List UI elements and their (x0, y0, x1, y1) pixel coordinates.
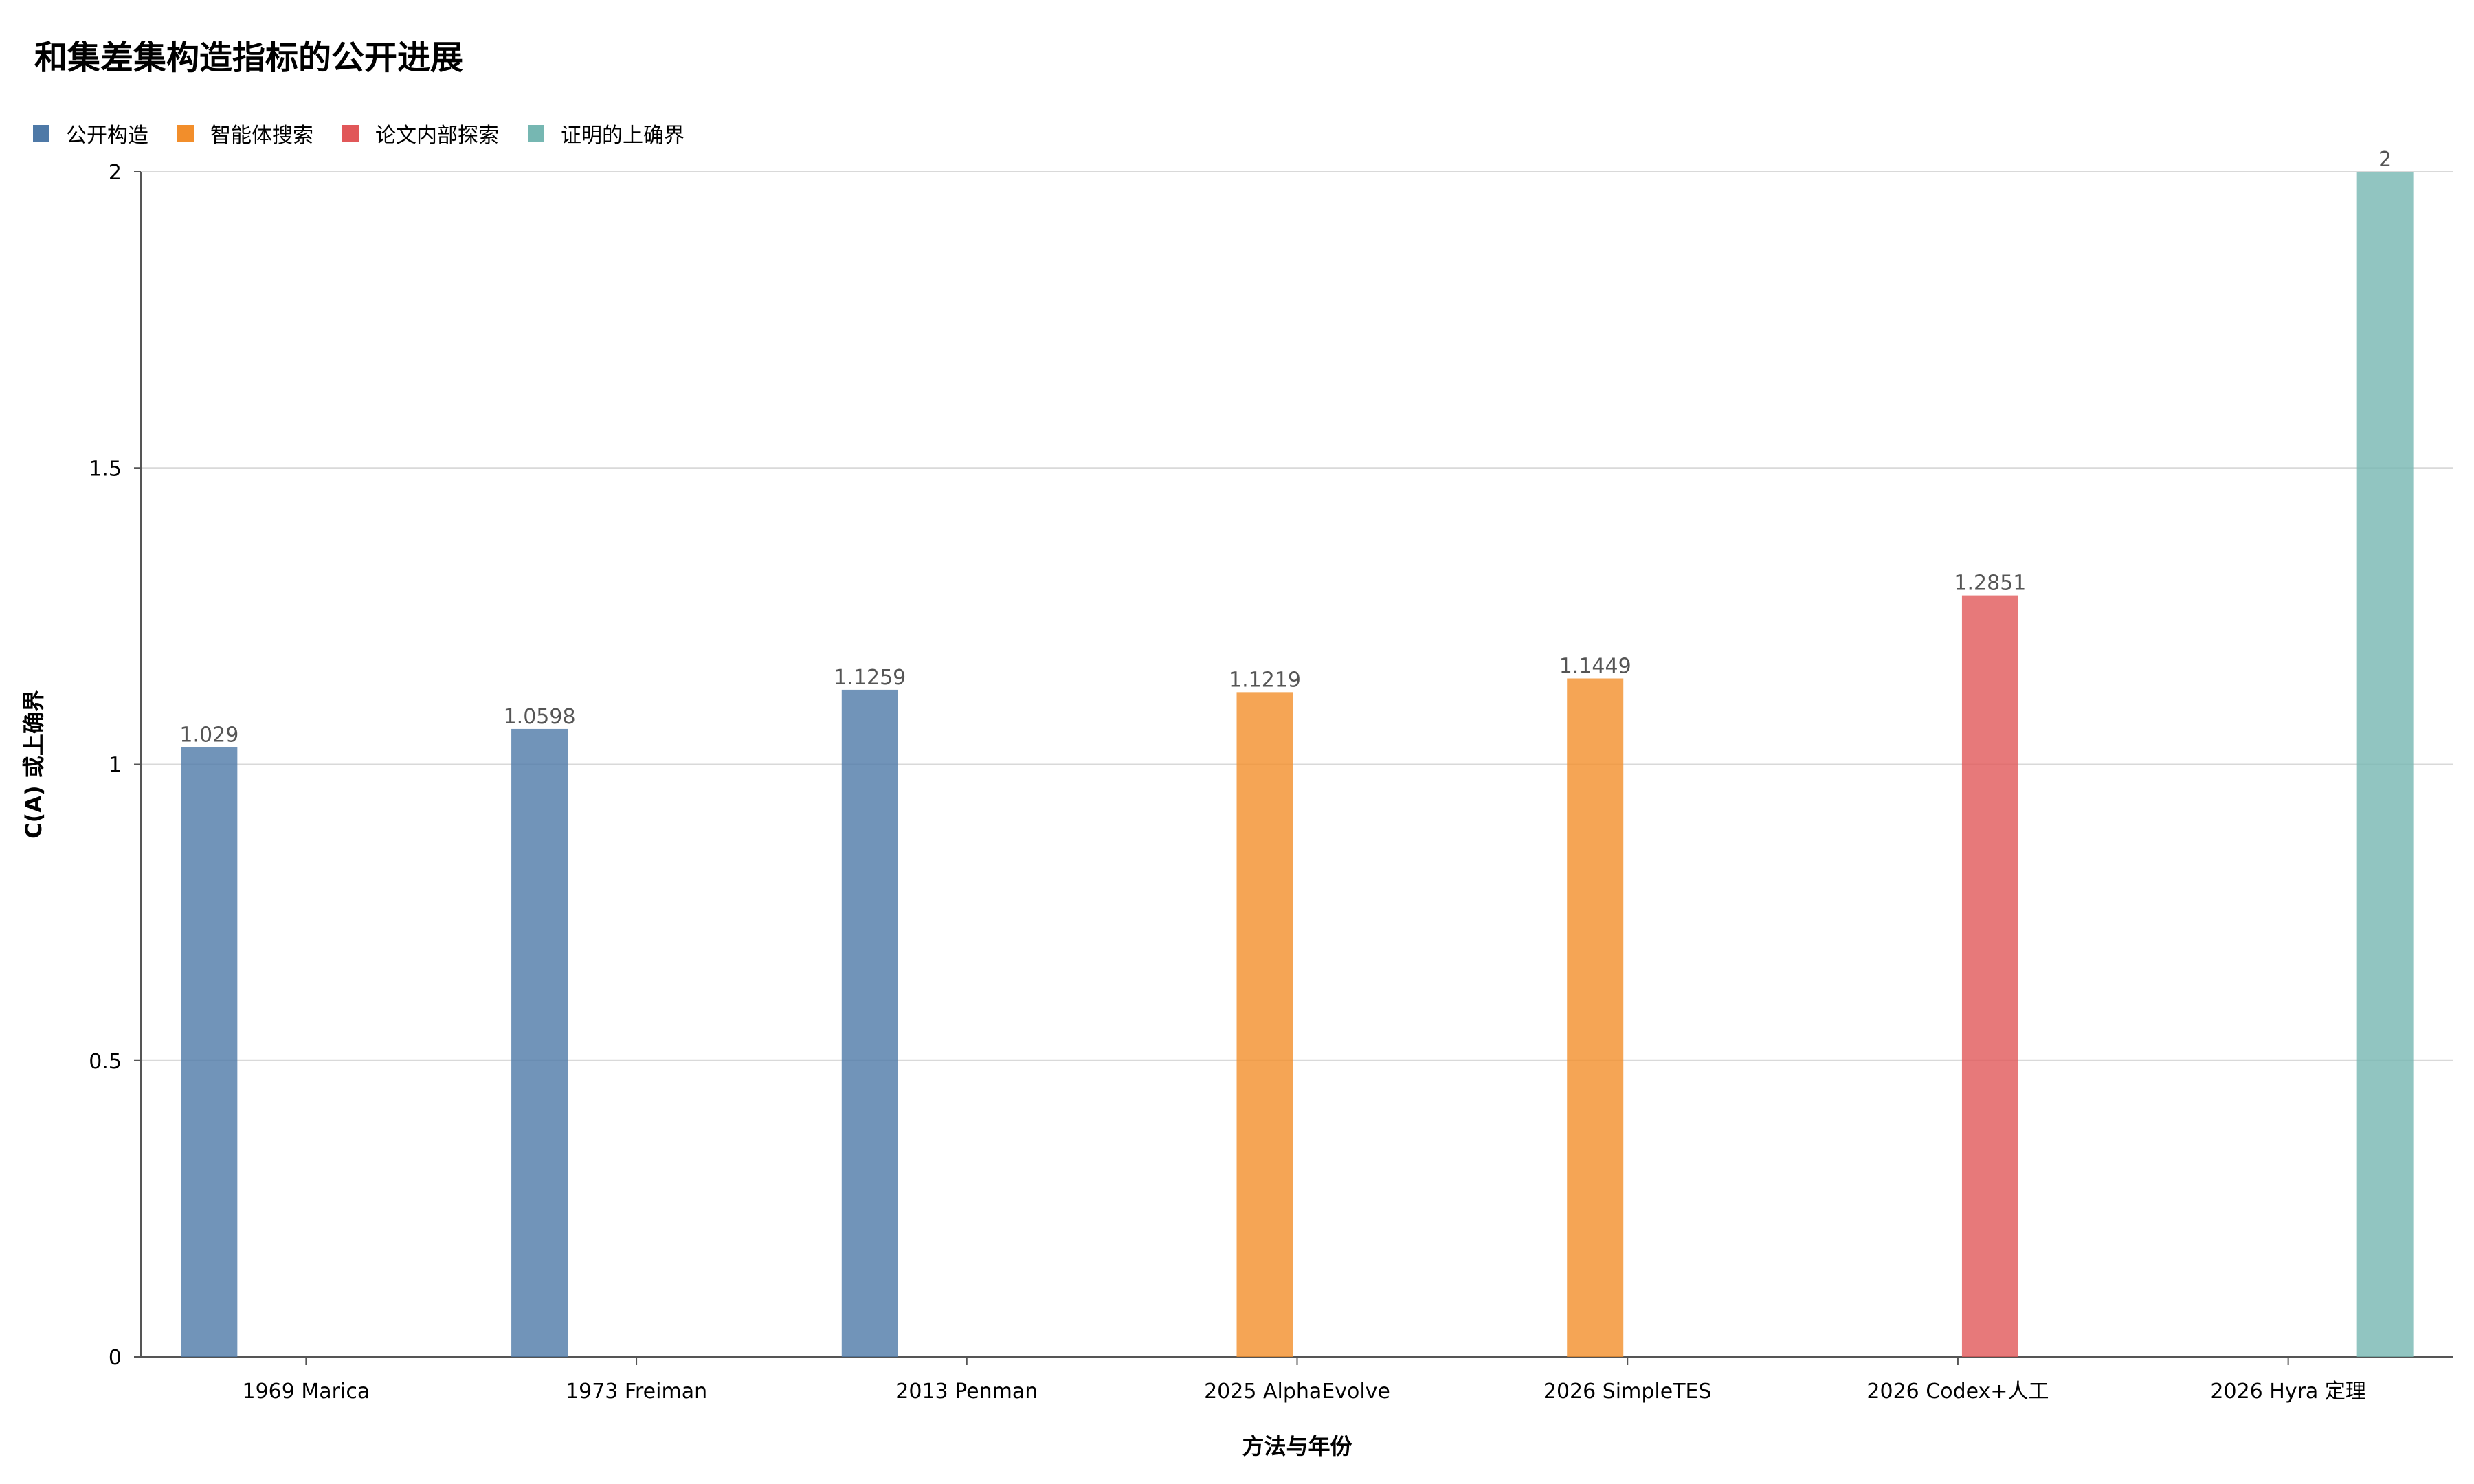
data-label: 1.1219 (1229, 668, 1301, 692)
legend-item-bound: 证明的上确界 (528, 118, 684, 148)
x-tick-label: 1969 Marica (243, 1380, 370, 1404)
data-label: 1.029 (179, 723, 238, 747)
legend-swatch-internal (342, 125, 359, 142)
legend-item-agent: 智能体搜索 (177, 118, 313, 148)
x-tick-label: 2026 SimpleTES (1544, 1380, 1712, 1404)
legend-item-public: 公开构造 (33, 118, 148, 148)
chart-legend: 公开构造 智能体搜索 论文内部探索 证明的上确界 (33, 118, 713, 148)
data-label: 1.2851 (1954, 572, 2026, 596)
legend-swatch-agent (177, 125, 194, 142)
legend-label-internal: 论文内部探索 (375, 124, 499, 148)
x-tick-label: 2026 Hyra 定理 (2210, 1380, 2365, 1404)
bar (1961, 595, 2018, 1357)
y-tick-label: 1.5 (89, 457, 122, 481)
legend-swatch-public (33, 125, 49, 142)
y-tick-label: 0.5 (89, 1050, 122, 1074)
y-tick-label: 1 (109, 754, 122, 778)
y-tick-label: 2 (109, 161, 122, 185)
data-label: 1.1259 (834, 666, 906, 690)
x-tick-label: 2025 AlphaEvolve (1204, 1380, 1390, 1404)
data-label: 1.1449 (1559, 655, 1631, 679)
chart-title: 和集差集构造指标的公开进展 (34, 38, 464, 77)
x-tick-label: 2013 Penman (895, 1380, 1038, 1404)
legend-label-agent: 智能体搜索 (210, 124, 313, 148)
y-tick-label: 0 (109, 1346, 122, 1370)
bar (181, 747, 238, 1357)
bar (1236, 692, 1293, 1357)
legend-label-public: 公开构造 (66, 124, 148, 148)
bar (1567, 678, 1624, 1357)
legend-item-internal: 论文内部探索 (342, 118, 499, 148)
legend-swatch-bound (528, 125, 544, 142)
data-label: 2 (2378, 148, 2392, 172)
legend-label-bound: 证明的上确界 (561, 124, 684, 148)
bar (511, 728, 568, 1357)
x-tick-label: 1973 Freiman (566, 1380, 707, 1404)
y-axis-title: C(A) 或上确界 (21, 690, 47, 839)
data-label: 1.0598 (504, 705, 576, 729)
x-axis-title: 方法与年份 (1242, 1433, 1352, 1459)
bar (841, 689, 898, 1357)
bar (2356, 172, 2414, 1357)
x-tick-label: 2026 Codex+人工 (1866, 1380, 2049, 1404)
